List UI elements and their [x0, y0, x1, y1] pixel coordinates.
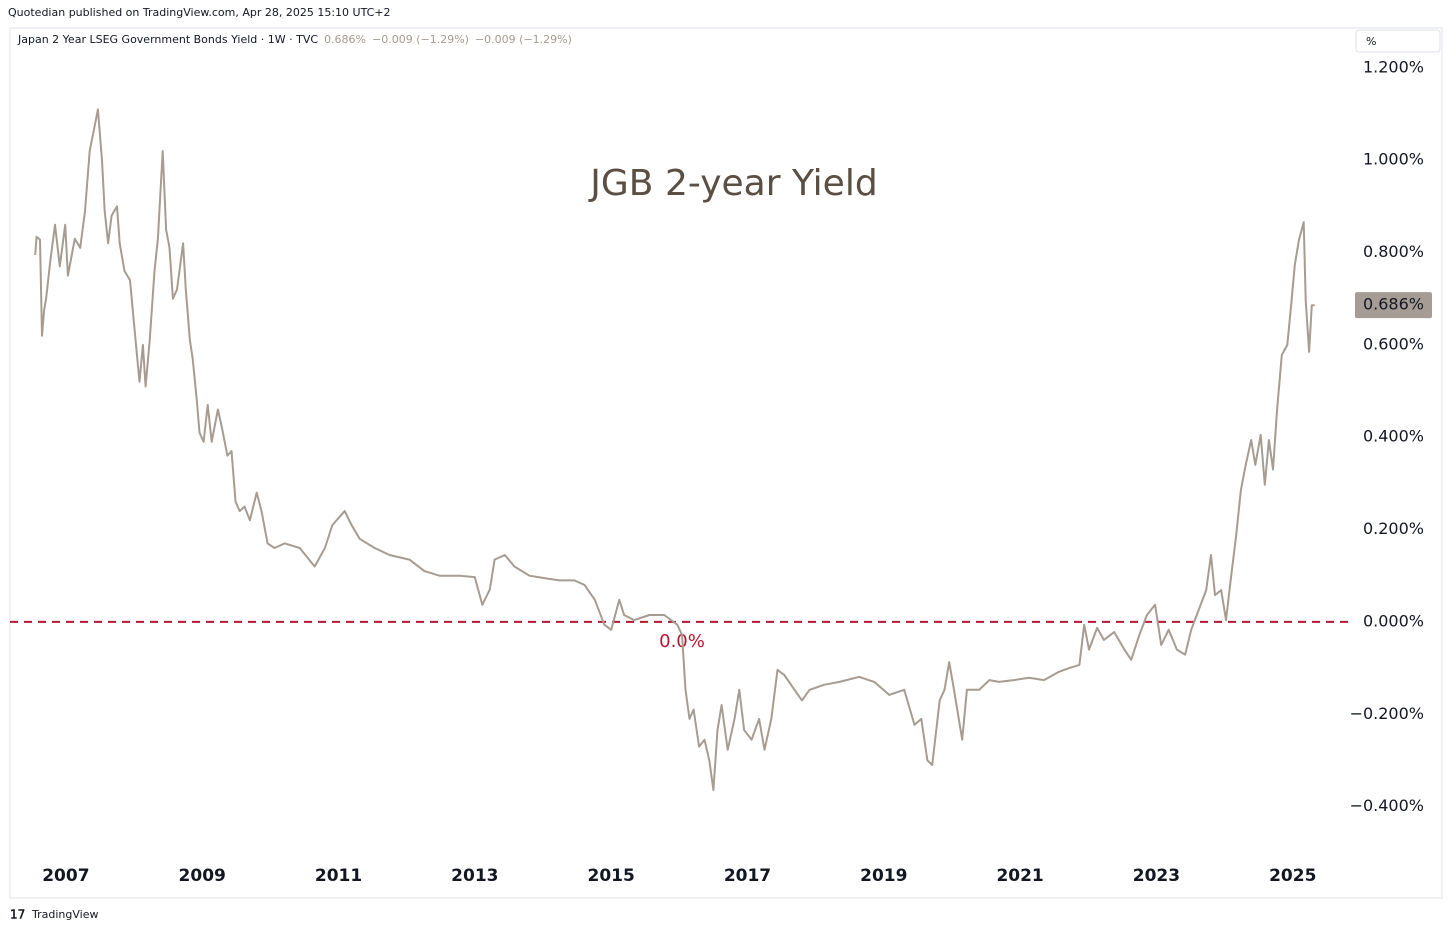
x-tick-label: 2007 — [42, 866, 89, 886]
price-box — [1355, 292, 1432, 319]
x-tick-label: 2009 — [179, 866, 226, 886]
x-tick-label: 2023 — [1133, 866, 1180, 886]
symbol: Japan 2 Year LSEG Government Bonds Yield… — [17, 33, 572, 46]
publisher: Quotedian published on TradingView.com, … — [8, 6, 391, 19]
frame — [9, 27, 1443, 899]
y-tick-label: 0.400% — [1363, 427, 1424, 446]
y-tick-label: 0.600% — [1363, 334, 1424, 353]
unit[interactable]: % — [1366, 35, 1376, 48]
x-tick-label: 2017 — [724, 866, 771, 886]
y-tick-label: 0.800% — [1363, 242, 1424, 261]
footer-logo: 𝟣𝟩 — [10, 908, 25, 922]
x-tick-label: 2013 — [451, 866, 498, 886]
chart-title: JGB 2-year Yield — [588, 163, 877, 204]
x-tick-label: 2015 — [587, 866, 634, 886]
symbol-name: Japan 2 Year LSEG Government Bonds Yield… — [17, 33, 318, 46]
series-line — [34, 108, 1315, 791]
y-tick-label: 0.200% — [1363, 519, 1424, 538]
unit-box[interactable] — [1355, 29, 1441, 53]
y-tick-label: 0.000% — [1363, 611, 1424, 630]
change: −0.009 (−1.29%) — [372, 33, 469, 46]
y-tick-label: 1.200% — [1363, 57, 1424, 76]
y-tick-label: −0.400% — [1350, 796, 1424, 815]
price-label: 0.686% — [1363, 295, 1424, 314]
x-tick-label: 2025 — [1269, 866, 1316, 886]
footer: TradingView — [31, 908, 98, 921]
y-tick-label: 1.000% — [1363, 150, 1424, 169]
x-tick-label: 2011 — [315, 866, 362, 886]
last: 0.686% — [324, 33, 366, 46]
x-tick-label: 2021 — [996, 866, 1043, 886]
y-tick-label: −0.200% — [1350, 704, 1424, 723]
change: −0.009 (−1.29%) — [475, 33, 572, 46]
x-tick-label: 2019 — [860, 866, 907, 886]
